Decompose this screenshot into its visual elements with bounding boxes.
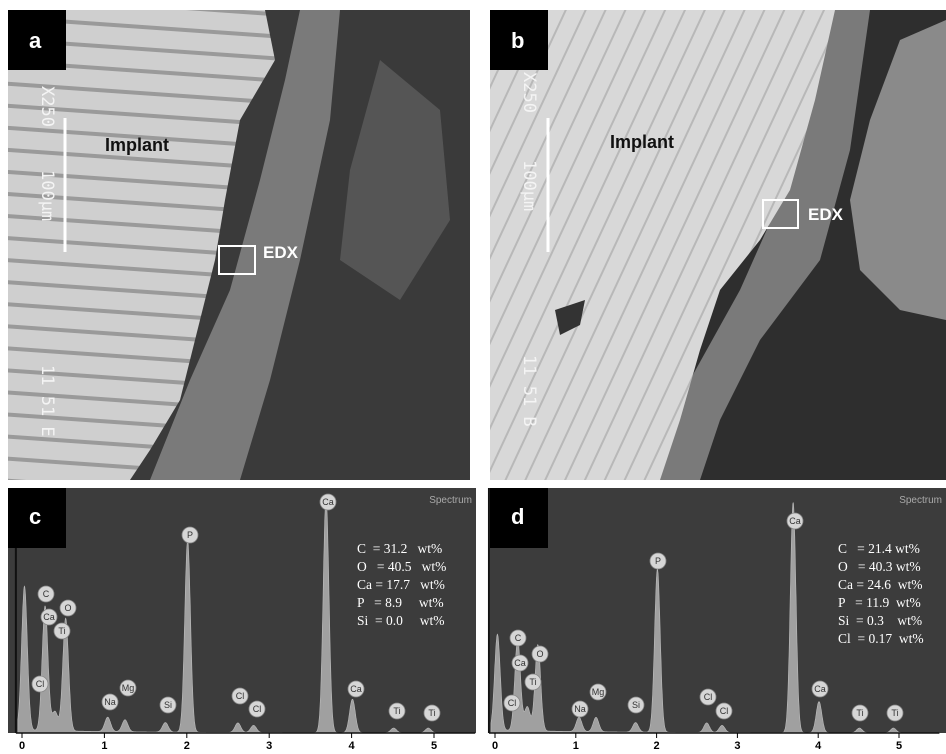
peak-label: Cl	[720, 706, 729, 716]
image-code: 11 51 B	[519, 355, 539, 427]
peak-label: O	[536, 649, 543, 659]
x-tick-label: 5	[896, 740, 902, 752]
x-tick-label: 2	[654, 740, 660, 752]
peak-label: Ti	[856, 708, 863, 718]
implant-label: Implant	[105, 135, 169, 155]
peak-label: Cl	[253, 704, 262, 714]
panel-label: a	[29, 28, 42, 53]
x-tick-label: 1	[101, 740, 107, 752]
composition-line: P = 11.9 wt%	[838, 595, 921, 610]
composition-line: P = 8.9 wt%	[357, 595, 444, 610]
panel-b: b X250 100µm 11 51 B Implant EDX	[490, 10, 946, 480]
composition-line: O = 40.5 wt%	[357, 559, 446, 574]
peak-label: Na	[104, 697, 116, 707]
peak-label: Cl	[36, 679, 45, 689]
x-tick-label: 4	[349, 740, 356, 752]
peak-label: Si	[632, 700, 640, 710]
composition-line: Ca = 24.6 wt%	[838, 577, 922, 592]
peak-label: Ti	[529, 677, 536, 687]
x-tick-label: 0	[19, 740, 25, 752]
edx-label: EDX	[263, 243, 299, 262]
peak-label: Mg	[122, 683, 135, 693]
peak-label: C	[43, 589, 50, 599]
composition-line: Si = 0.3 wt%	[838, 613, 922, 628]
panel-label: c	[29, 504, 41, 529]
composition-line: O = 40.3 wt%	[838, 559, 921, 574]
spectrum-title: Spectrum	[429, 495, 472, 506]
peak-label: O	[64, 603, 71, 613]
peak-label: Cl	[704, 692, 713, 702]
peak-label: Ti	[428, 708, 435, 718]
peak-label: Ti	[393, 706, 400, 716]
x-tick-label: 4	[815, 740, 822, 752]
spectrum-background	[490, 488, 946, 733]
spectrum-title: Spectrum	[899, 495, 942, 506]
peak-label: Ca	[814, 684, 826, 694]
x-tick-label: 2	[184, 740, 190, 752]
peak-label: Na	[574, 704, 586, 714]
peak-label: C	[515, 633, 522, 643]
x-tick-label: 3	[734, 740, 740, 752]
panel-label: d	[511, 504, 524, 529]
implant-label: Implant	[610, 132, 674, 152]
peak-label: Ca	[43, 612, 55, 622]
x-tick-label: 1	[573, 740, 579, 752]
x-tick-label: 0	[492, 740, 498, 752]
peak-label: Ti	[58, 626, 65, 636]
x-tick-label: 3	[266, 740, 272, 752]
peak-label: Cl	[508, 698, 517, 708]
peak-label: Ca	[789, 516, 801, 526]
x-tick-label: 5	[431, 740, 437, 752]
peak-label: P	[187, 530, 193, 540]
axis-strip	[8, 733, 476, 754]
body: a X250 100µm 11 51 E Implant EDX b X250 …	[0, 0, 946, 754]
panel-a: a X250 100µm 11 51 E Implant EDX	[8, 10, 470, 480]
peak-label: Ca	[322, 497, 334, 507]
composition-line: C = 31.2 wt%	[357, 541, 442, 556]
peak-label: Si	[164, 700, 172, 710]
peak-label: Ca	[350, 684, 362, 694]
composition-line: Cl = 0.17 wt%	[838, 631, 924, 646]
peak-label: Cl	[236, 691, 245, 701]
page: SEM and EDX figure {"panels": [ {"label"…	[0, 0, 946, 754]
peak-label: Ti	[891, 708, 898, 718]
scale-label: 100µm	[37, 170, 57, 221]
peak-label: Mg	[592, 687, 605, 697]
figure: a X250 100µm 11 51 E Implant EDX b X250 …	[0, 0, 946, 754]
composition-line: Ca = 17.7 wt%	[357, 577, 445, 592]
edx-label: EDX	[808, 205, 844, 224]
peak-label: Ca	[514, 658, 526, 668]
panel-label: b	[511, 28, 524, 53]
image-code: 11 51 E	[37, 365, 57, 437]
axis-strip	[490, 733, 946, 754]
composition-line: Si = 0.0 wt%	[357, 613, 445, 628]
scale-label: 100µm	[519, 160, 539, 211]
magnification: X250	[519, 72, 539, 113]
magnification: X250	[37, 86, 57, 127]
peak-label: P	[655, 556, 661, 566]
composition-line: C = 21.4 wt%	[838, 541, 920, 556]
